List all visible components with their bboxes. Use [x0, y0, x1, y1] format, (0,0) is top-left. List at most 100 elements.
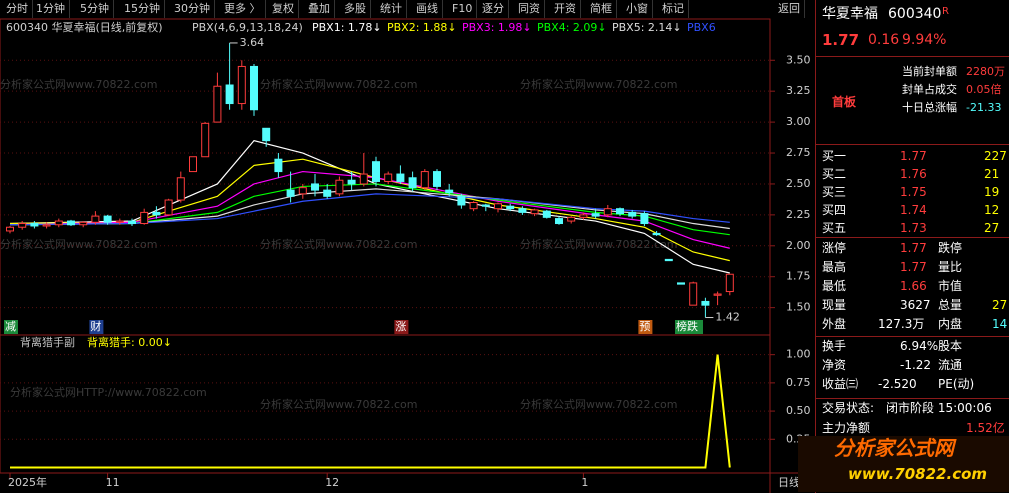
toolbar-button[interactable]: 5分钟 [76, 0, 114, 18]
toolbar-button[interactable]: 简框 [586, 0, 617, 18]
book-volume: 19 [984, 185, 1000, 199]
event-marker [394, 320, 409, 334]
divider [816, 56, 1009, 57]
stat-label: 量比 [938, 260, 963, 274]
toolbar-button[interactable]: 15分钟 [120, 0, 165, 18]
stat-value: -2.520 [878, 377, 917, 391]
price: 1.77 [822, 31, 860, 49]
candle-body [603, 208, 612, 216]
candle-body [408, 177, 417, 189]
candle-body [652, 232, 661, 236]
period-label: 日线 [778, 475, 800, 489]
candle-body [140, 211, 149, 225]
change: 0.16 [868, 32, 900, 48]
candle-body [201, 122, 210, 158]
legend-entry: PBX3: 1.98↓ [462, 21, 532, 34]
y-tick-label: 1.00 [786, 348, 811, 361]
status-value: 闭市阶段 15:00:06 [886, 401, 992, 415]
toolbar-button[interactable]: 多股 [340, 0, 371, 18]
candle-body [677, 282, 685, 285]
stock-name: 华夏幸福 [822, 6, 878, 22]
watermark: 分析家公式网www.70822.com [520, 237, 677, 251]
candle-body [494, 203, 502, 210]
toolbar-button[interactable]: 分时 [2, 0, 33, 18]
watermark: 分析家公式网www.70822.com [0, 237, 157, 251]
stat-value: 27 [992, 298, 1008, 312]
divider [816, 237, 1009, 238]
candle-body [298, 187, 307, 195]
book-volume: 227 [984, 149, 1007, 163]
candle-body [396, 173, 405, 182]
candle-body [79, 221, 88, 226]
indicator-line [10, 354, 731, 469]
stat-value: -1.22 [900, 358, 932, 372]
stat-value: 6.94% [900, 339, 939, 353]
candle-body [506, 205, 515, 210]
book-label: 买一 [822, 149, 847, 163]
stat-label: 最高 [822, 260, 847, 274]
candle-body [323, 189, 332, 197]
divider [816, 336, 1009, 337]
stat-label: 市值 [938, 279, 963, 293]
y-tick-label: 1.50 [786, 301, 811, 314]
candle-body [128, 220, 136, 225]
change-pct: 9.94% [902, 32, 947, 48]
stock-code: 600340 [888, 6, 942, 22]
toolbar-button[interactable]: 小窗 [622, 0, 653, 18]
candle-body [262, 127, 271, 142]
toolbar-button[interactable]: 返回 [774, 0, 805, 18]
toolbar-button[interactable]: 标记 [658, 0, 689, 18]
watermark: 分析家公式网www.70822.com [0, 77, 157, 91]
seal-value: 0.05倍 [966, 83, 1002, 96]
y-tick-label: 0.75 [786, 376, 811, 389]
toolbar-button[interactable]: F10 [448, 0, 478, 18]
stat-value: 1.66 [900, 279, 927, 293]
y-tick-label: 2.50 [786, 177, 811, 190]
seal-label: 封单占成交 [902, 83, 957, 96]
y-tick-label: 3.00 [786, 115, 811, 128]
annotation: 1.42 [715, 311, 740, 324]
stat-label: 净资 [822, 358, 847, 372]
toolbar-button[interactable]: 开资 [550, 0, 581, 18]
toolbar-button[interactable]: 统计 [376, 0, 407, 18]
watermark: 分析家公式网www.70822.com [520, 397, 677, 411]
divider [816, 144, 1009, 145]
toolbar-button[interactable]: 更多 〉 [220, 0, 266, 18]
book-volume: 12 [984, 203, 1000, 217]
toolbar-button[interactable]: 同资 [514, 0, 545, 18]
stat-label: 流通 [938, 358, 963, 372]
x-tick-label: 11 [106, 476, 120, 489]
indicator-line [9, 193, 730, 226]
candle-body [664, 258, 673, 262]
toolbar-button[interactable]: 逐分 [478, 0, 509, 18]
toolbar-button[interactable]: 1分钟 [32, 0, 70, 18]
stat-value: 127.3万 [878, 317, 925, 331]
event-label: 预 [639, 320, 650, 333]
candle-body [457, 195, 466, 206]
candle-body [335, 179, 344, 195]
stat-label: 股本 [938, 339, 963, 353]
book-price: 1.76 [900, 167, 927, 181]
toolbar-button[interactable]: 复权 [268, 0, 299, 18]
toolbar-button[interactable]: 画线 [412, 0, 443, 18]
legend-entry: PBX6 [687, 21, 716, 34]
candle-body [616, 208, 624, 215]
toolbar-button[interactable]: 叠加 [304, 0, 335, 18]
legend-entry: 背离猎手: 0.00↓ [87, 335, 172, 349]
toolbar-button[interactable]: 30分钟 [170, 0, 215, 18]
stat-value: 3627 [900, 298, 931, 312]
book-label: 买五 [822, 221, 847, 235]
candle-body [591, 213, 600, 217]
candle-body [250, 65, 258, 111]
candle-body [530, 209, 539, 215]
legend-entry: PBX4: 2.09↓ [537, 21, 607, 34]
stat-label: 现量 [822, 298, 847, 312]
candle-body [176, 177, 185, 201]
stat-label: 跌停 [938, 241, 963, 255]
indicator-title: 背离猎手副 [20, 335, 75, 349]
y-tick-label: 3.25 [786, 84, 811, 97]
y-tick-label: 1.75 [786, 270, 811, 283]
book-volume: 21 [984, 167, 1000, 181]
candle-body [152, 211, 161, 216]
stat-label: 最低 [822, 279, 847, 293]
